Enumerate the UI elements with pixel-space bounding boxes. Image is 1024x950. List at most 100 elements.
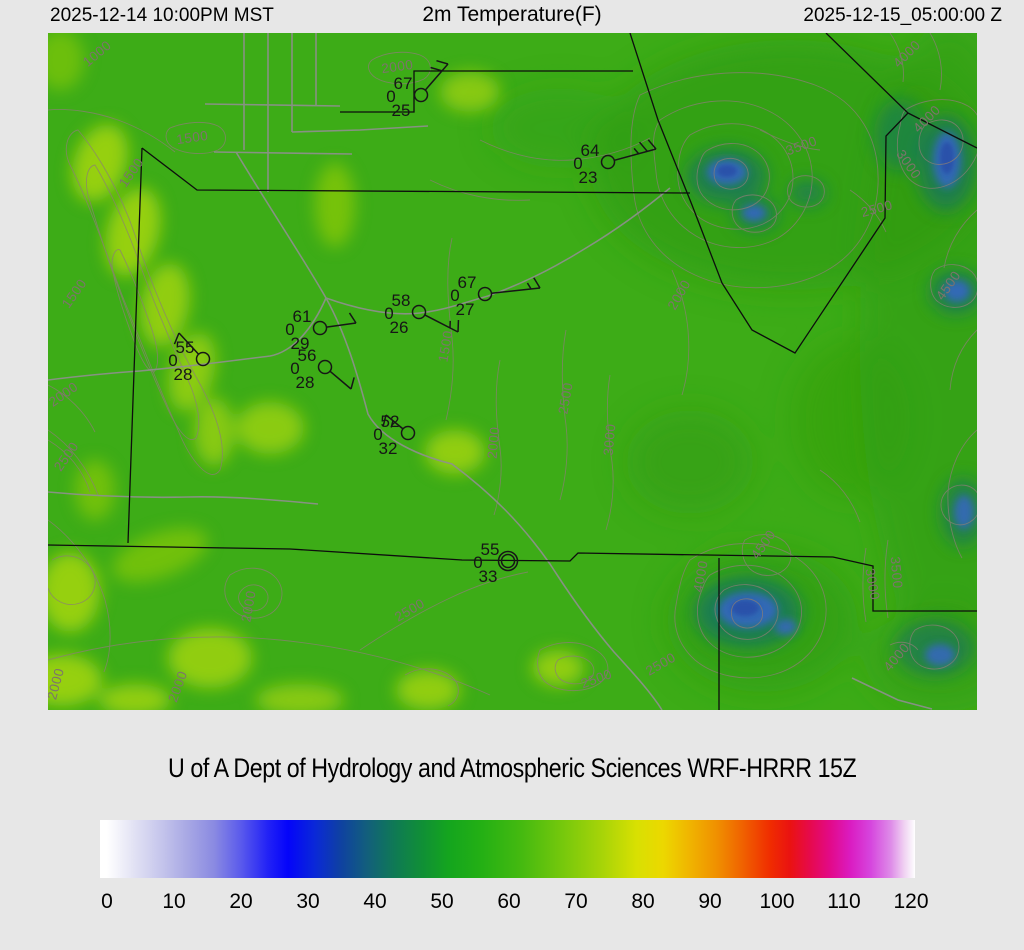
wind-barb-tick: [436, 59, 449, 65]
valid-time-utc: 2025-12-15_05:00:00 Z: [803, 5, 1002, 26]
station-dewpoint: 25: [392, 101, 411, 120]
station-aux-value: 0: [386, 87, 395, 106]
warm-air-regions: [48, 33, 584, 710]
boundary: [629, 33, 909, 354]
station-aux-value: 0: [285, 320, 294, 339]
wind-barb-half-tick: [526, 282, 532, 290]
colorbar-tick-label: 30: [296, 890, 320, 913]
road-interstate: [235, 151, 663, 710]
contour-label: 2000: [485, 426, 503, 459]
colorbar-tick-label: 40: [363, 890, 387, 913]
station-dewpoint: 29: [291, 334, 310, 353]
valid-time-local: 2025-12-14 10:00PM MST: [50, 5, 274, 26]
elevation-contours: [48, 33, 977, 707]
colorbar-tick-label: 90: [698, 890, 722, 913]
colorbar-tick-label: 120: [893, 890, 929, 913]
boundary: [141, 147, 691, 194]
wind-barb-shaft: [326, 322, 357, 328]
colorbar-tick-label: 50: [430, 890, 454, 913]
boundary: [907, 112, 977, 149]
wind-barb-tick: [639, 141, 648, 152]
wind-barb-tick: [350, 377, 355, 390]
station-aux-value: 0: [168, 351, 177, 370]
boundary: [48, 544, 977, 612]
contour-label: 1500: [435, 329, 455, 363]
coldest-cores: [717, 142, 954, 616]
station-plots: 6702564023670275802661029560285502852032…: [168, 59, 657, 586]
station-dewpoint: 28: [174, 365, 193, 384]
station-dewpoint: 23: [579, 168, 598, 187]
road: [204, 103, 341, 107]
road-network: [48, 33, 933, 710]
wind-barb-tick: [533, 277, 541, 289]
station-aux-value: 0: [373, 425, 382, 444]
station-aux-value: 0: [573, 154, 582, 173]
wind-barb-half-tick: [390, 420, 394, 428]
contour-label: 2000: [238, 589, 258, 623]
wind-barb-shaft: [178, 332, 200, 355]
road: [48, 491, 319, 505]
boundary: [127, 147, 143, 544]
station-circle: [400, 425, 416, 441]
wind-barb-tick: [430, 66, 443, 72]
station-temperature: 67: [458, 273, 477, 292]
temperature-colorbar: [100, 820, 915, 878]
station-temperature: 56: [298, 346, 317, 365]
station-circle: [413, 87, 429, 103]
wind-barb-shaft: [424, 63, 449, 91]
boundary-lines: [48, 33, 977, 710]
road: [291, 125, 429, 133]
station-temperature: 52: [381, 412, 400, 431]
station-temperature: 67: [394, 74, 413, 93]
wind-barb-shaft: [424, 314, 459, 333]
wind-barb-shaft: [329, 370, 352, 390]
station-dewpoint: 32: [379, 439, 398, 458]
station-circle: [600, 154, 616, 170]
station-temperature: 58: [392, 291, 411, 310]
calm-wind-circle: [497, 550, 519, 572]
station-dewpoint: 26: [390, 318, 409, 337]
wind-barb-half-tick: [633, 147, 640, 155]
wind-barb-shaft: [385, 414, 404, 430]
station-circle: [411, 304, 427, 320]
station-aux-value: 0: [290, 359, 299, 378]
map-graphics: 1000 2000 40001500150035004000300025001500…: [48, 33, 977, 710]
contour-label: 3000: [601, 423, 619, 456]
station-temperature: 64: [581, 141, 600, 160]
colorbar-tick-label: 10: [162, 890, 186, 913]
station-aux-value: 0: [450, 286, 459, 305]
colorbar-tick-label: 100: [759, 890, 795, 913]
colorbar-tick-label: 60: [497, 890, 521, 913]
wind-barb-tick: [647, 139, 657, 150]
station-circle: [312, 320, 328, 336]
page-title: 2m Temperature(F): [422, 3, 602, 26]
colorbar-tick-label: 20: [229, 890, 253, 913]
colorbar-tick-label: 110: [827, 890, 861, 913]
boundary: [340, 70, 633, 113]
colorbar-tick-label: 70: [564, 890, 588, 913]
station-circle: [317, 359, 333, 375]
colorbar-tick-labels: 0 10 20 30 40 50 60 70 80 90 100 110 120: [100, 890, 928, 916]
contour-label: 3500: [888, 556, 906, 589]
contour-label: 2000: [380, 57, 414, 76]
station-temperature: 55: [481, 540, 500, 559]
station-circle: [195, 351, 211, 367]
colorbar-tick-label: 0: [101, 890, 113, 913]
station-aux-value: 0: [473, 553, 482, 572]
station-temperature: 55: [176, 338, 195, 357]
wind-barb-tick: [173, 332, 180, 345]
contour-label: 1500: [175, 128, 209, 147]
station-aux-value: 0: [384, 304, 393, 323]
station-circle: [477, 286, 493, 302]
wind-barb-tick: [348, 312, 357, 324]
contour-label: 4000: [690, 559, 710, 593]
colorbar-tick-label: 80: [631, 890, 655, 913]
